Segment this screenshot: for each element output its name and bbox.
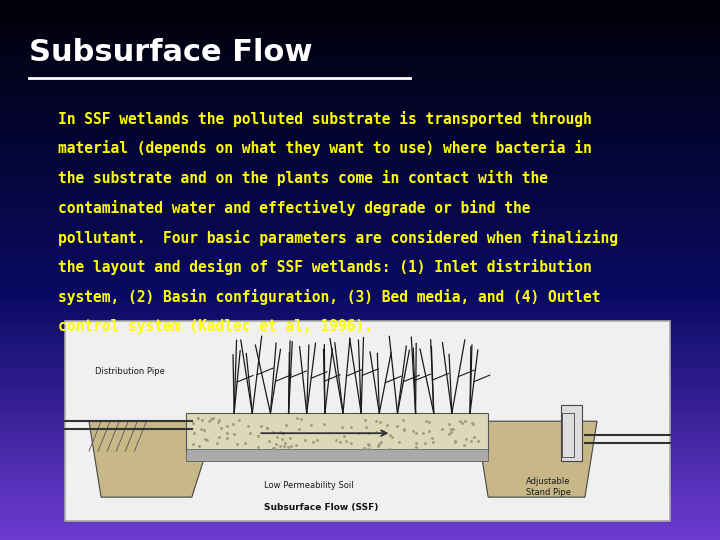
Text: Subsurface Flow: Subsurface Flow (29, 38, 312, 67)
Text: contaminated water and effectively degrade or bind the: contaminated water and effectively degra… (58, 200, 530, 216)
Text: Adjustable
Stand Pipe: Adjustable Stand Pipe (526, 477, 571, 497)
Text: the substrate and on the plants come in contact with the: the substrate and on the plants come in … (58, 170, 548, 186)
Polygon shape (89, 421, 216, 497)
FancyBboxPatch shape (186, 449, 488, 461)
FancyBboxPatch shape (65, 321, 670, 521)
Text: system, (2) Basin configuration, (3) Bed media, and (4) Outlet: system, (2) Basin configuration, (3) Bed… (58, 289, 600, 305)
Polygon shape (476, 421, 597, 497)
Text: the layout and design of SSF wetlands: (1) Inlet distribution: the layout and design of SSF wetlands: (… (58, 259, 591, 275)
Text: Subsurface Flow (SSF): Subsurface Flow (SSF) (264, 503, 379, 511)
Text: material (depends on what they want to use) where bacteria in: material (depends on what they want to u… (58, 140, 591, 157)
Text: pollutant.  Four basic parameters are considered when finalizing: pollutant. Four basic parameters are con… (58, 230, 618, 246)
Text: Distribution Pipe: Distribution Pipe (95, 367, 165, 376)
Text: control system (Kadlec et al, 1996).: control system (Kadlec et al, 1996). (58, 319, 373, 334)
Text: In SSF wetlands the polluted substrate is transported through: In SSF wetlands the polluted substrate i… (58, 111, 591, 127)
FancyBboxPatch shape (186, 413, 488, 453)
Text: Low Permeability Soil: Low Permeability Soil (264, 481, 354, 490)
FancyBboxPatch shape (561, 405, 582, 461)
